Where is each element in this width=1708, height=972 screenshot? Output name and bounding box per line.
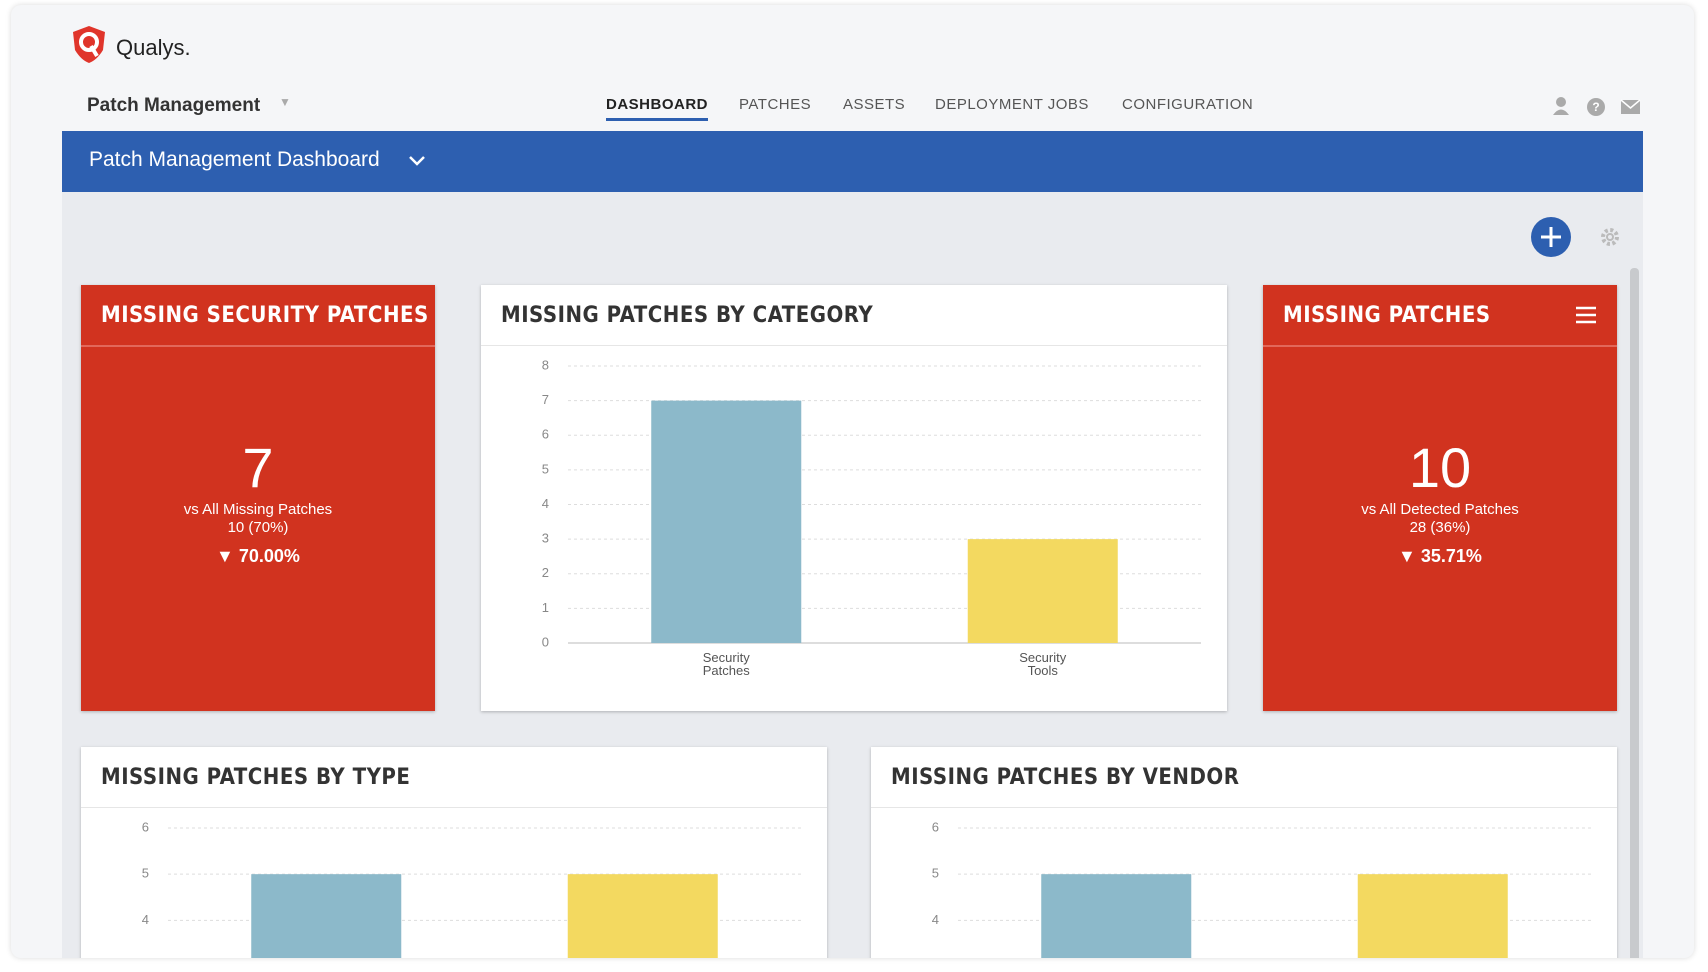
card-title: MISSING PATCHES BY VENDOR bbox=[871, 747, 1617, 808]
nav-tab[interactable]: ASSETS bbox=[843, 96, 906, 113]
card-title: MISSING PATCHES BY CATEGORY bbox=[481, 285, 1227, 346]
y-tick-label: 4 bbox=[932, 912, 939, 927]
kpi-comparison-value: 10 (70%) bbox=[227, 519, 289, 536]
y-tick-label: 6 bbox=[932, 819, 939, 834]
header-icons[interactable]: ? bbox=[1551, 95, 1651, 119]
nav-tab[interactable]: DEPLOYMENT JOBS bbox=[935, 96, 1089, 113]
svg-text:?: ? bbox=[1592, 100, 1599, 114]
kpi-value: 10 bbox=[1408, 436, 1472, 499]
x-tick-label: Security Tools bbox=[1019, 650, 1067, 678]
x-tick-label: Security Patches bbox=[702, 650, 750, 678]
kpi-change: 35.71% bbox=[1420, 546, 1482, 566]
y-tick-label: 6 bbox=[542, 427, 549, 442]
kpi-comparison-value: 28 (36%) bbox=[1409, 519, 1471, 536]
kpi-change: 70.00% bbox=[238, 546, 300, 566]
kpi-comparison: vs All Detected Patches bbox=[1361, 501, 1519, 518]
kpi-card: MISSING SECURITY PATCHES 7 vs All Missin… bbox=[81, 285, 435, 711]
chart: 0 1 2 3 4 5 6 7 8 bbox=[542, 357, 1201, 649]
bar bbox=[967, 539, 1118, 643]
y-tick-label: 4 bbox=[142, 912, 149, 927]
y-tick-label: 5 bbox=[142, 866, 149, 881]
y-tick-label: 5 bbox=[932, 866, 939, 881]
app-name[interactable]: Patch Management bbox=[87, 95, 261, 116]
y-tick-label: 1 bbox=[542, 600, 549, 615]
kpi-comparison: vs All Missing Patches bbox=[183, 501, 333, 518]
bar bbox=[1357, 874, 1508, 958]
dashboard-dropdown[interactable] bbox=[407, 153, 427, 169]
app-window: Qualys. Patch Management ▼ DASHBOARD PAT… bbox=[11, 5, 1694, 958]
y-tick-label: 2 bbox=[542, 565, 549, 580]
card-menu[interactable] bbox=[1575, 305, 1597, 325]
y-tick-label: 7 bbox=[542, 392, 549, 407]
y-tick-label: 8 bbox=[542, 357, 549, 372]
nav-tab[interactable]: PATCHES bbox=[739, 96, 812, 113]
card-title: MISSING SECURITY PATCHES bbox=[81, 285, 435, 347]
kpi-card: MISSING PATCHES 10 vs All Detected Patch… bbox=[1263, 285, 1617, 711]
y-tick-label: 6 bbox=[142, 819, 149, 834]
card-title: MISSING PATCHES BY TYPE bbox=[81, 747, 827, 808]
bar bbox=[1041, 874, 1192, 958]
bar bbox=[567, 874, 718, 958]
chart-card: MISSING PATCHES BY VENDOR 4 5 6 bbox=[871, 747, 1617, 958]
down-arrow: ▼ bbox=[216, 546, 239, 566]
bar bbox=[651, 400, 802, 643]
bar bbox=[251, 874, 402, 958]
add-widget-button[interactable] bbox=[1529, 215, 1573, 259]
kpi-value: 7 bbox=[242, 436, 274, 499]
dashboard-bar: Patch Management Dashboard bbox=[62, 131, 1643, 192]
dashboard-area: MISSING SECURITY PATCHES 7 vs All Missin… bbox=[62, 192, 1643, 958]
y-tick-label: 4 bbox=[542, 496, 549, 511]
dashboard-title[interactable]: Patch Management Dashboard bbox=[89, 148, 380, 171]
nav-tab[interactable]: CONFIGURATION bbox=[1122, 96, 1254, 113]
chart: 4 5 6 bbox=[932, 819, 1591, 958]
y-tick-label: 5 bbox=[542, 461, 549, 476]
y-tick-label: 3 bbox=[542, 531, 549, 546]
logo-icon bbox=[73, 26, 105, 63]
chart-card: MISSING PATCHES BY TYPE 4 5 6 bbox=[81, 747, 827, 958]
settings-button[interactable] bbox=[1598, 225, 1622, 249]
chart-card: MISSING PATCHES BY CATEGORY 0 1 2 3 4 5 6 7 8 Sec… bbox=[481, 285, 1227, 711]
app-dropdown[interactable]: ▼ bbox=[279, 95, 291, 109]
y-tick-label: 0 bbox=[542, 634, 549, 649]
chart: 4 5 6 bbox=[142, 819, 801, 958]
scrollbar[interactable] bbox=[1630, 268, 1639, 958]
card-title: MISSING PATCHES bbox=[1263, 285, 1617, 347]
brand: Qualys. bbox=[116, 35, 191, 60]
down-arrow: ▼ bbox=[1398, 546, 1421, 566]
nav-tab[interactable]: DASHBOARD bbox=[606, 96, 708, 121]
